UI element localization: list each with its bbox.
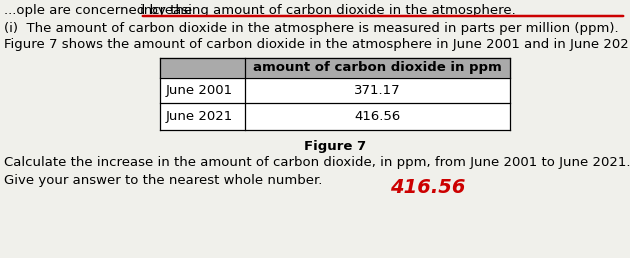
Bar [245, 103, 510, 130]
Text: Figure 7 shows the amount of carbon dioxide in the atmosphere in June 2001 and i: Figure 7 shows the amount of carbon diox… [4, 38, 630, 51]
Bar [160, 103, 245, 130]
Text: 371.17: 371.17 [354, 84, 401, 97]
Text: 416.56: 416.56 [354, 110, 401, 123]
Text: June 2001: June 2001 [166, 84, 233, 97]
Text: Give your answer to the nearest whole number.: Give your answer to the nearest whole nu… [4, 174, 323, 187]
Text: amount of carbon dioxide in ppm: amount of carbon dioxide in ppm [253, 61, 502, 75]
Text: Calculate the increase in the amount of carbon dioxide, in ppm, from June 2001 t: Calculate the increase in the amount of … [4, 156, 630, 169]
Text: increasing amount of carbon dioxide in the atmosphere.: increasing amount of carbon dioxide in t… [140, 4, 516, 17]
Text: June 2021: June 2021 [166, 110, 233, 123]
Text: Figure 7: Figure 7 [304, 140, 366, 153]
Bar [160, 78, 245, 103]
Text: ...ople are concerned by the: ...ople are concerned by the [4, 4, 197, 17]
Bar [160, 58, 510, 78]
Bar [245, 78, 510, 103]
Text: 416.56: 416.56 [390, 178, 466, 197]
Text: (i)  The amount of carbon dioxide in the atmosphere is measured in parts per mil: (i) The amount of carbon dioxide in the … [4, 22, 619, 35]
